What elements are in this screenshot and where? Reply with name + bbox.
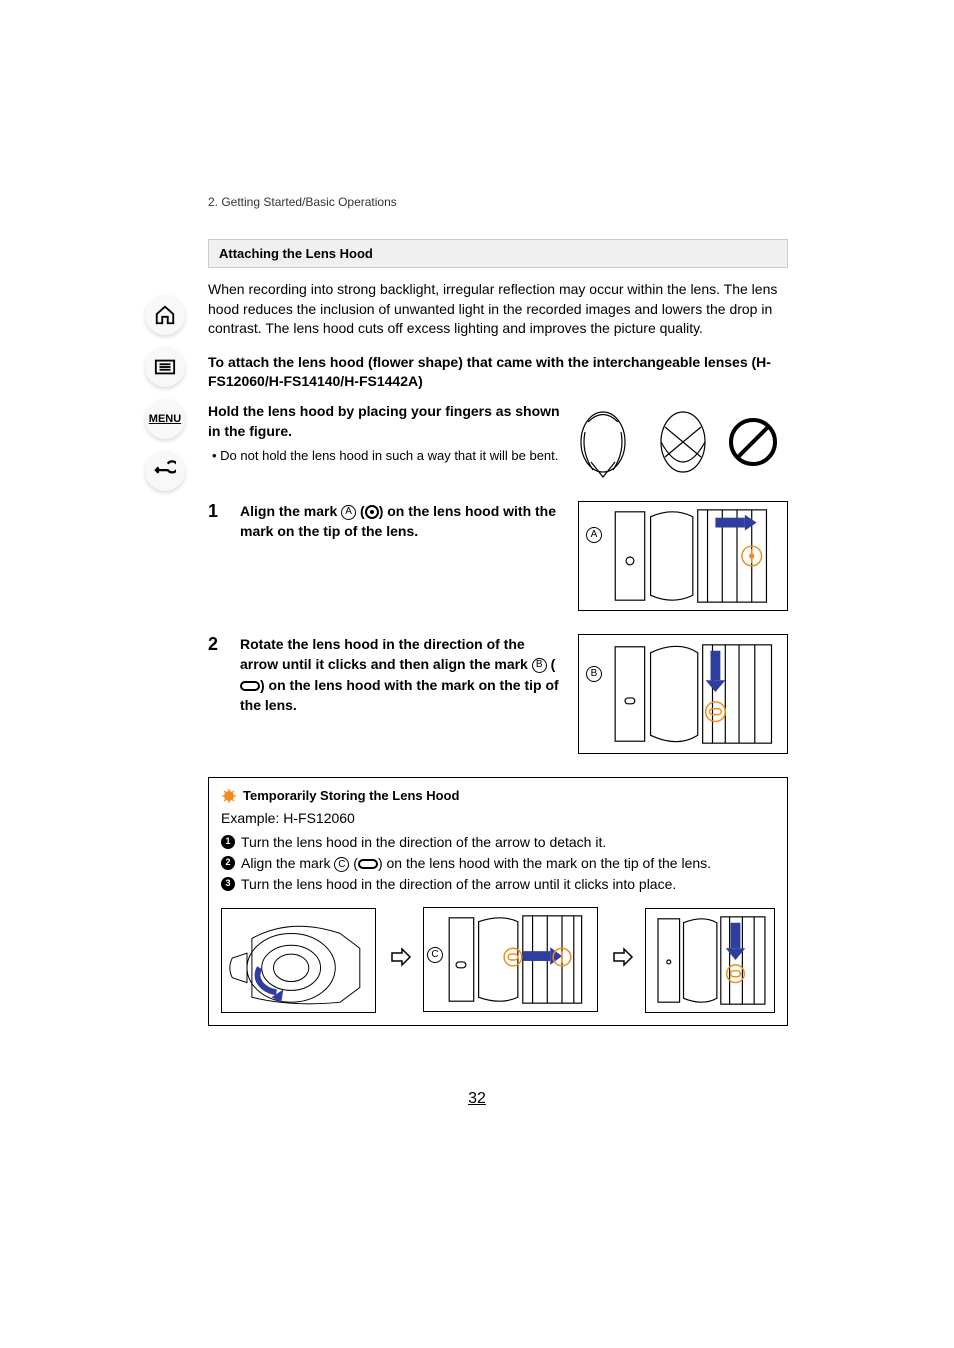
hold-row: Hold the lens hood by placing your finge… [208, 402, 788, 483]
step-number: 2 [208, 634, 226, 757]
storing-item-text: Turn the lens hood in the direction of t… [241, 874, 676, 895]
letter-marker-b: B [532, 658, 547, 673]
contents-icon[interactable] [145, 347, 185, 387]
hold-figure [573, 402, 788, 483]
storing-fig-1 [221, 908, 376, 1013]
step-text-mid: ( [547, 656, 556, 672]
storing-item-1: 1 Turn the lens hood in the direction of… [221, 832, 775, 853]
step-1: 1 Align the mark A () on the lens hood w… [208, 501, 788, 614]
page-number: 32 [0, 1090, 954, 1108]
figure-label-b: B [586, 666, 602, 682]
hold-text-block: Hold the lens hood by placing your finge… [208, 402, 563, 483]
storing-post: ) on the lens hood with the mark on the … [378, 855, 711, 871]
figure-label-a: A [586, 527, 602, 543]
num-bullet: 2 [221, 856, 235, 870]
sidebar: MENU [145, 295, 193, 491]
step-number: 1 [208, 501, 226, 614]
mark-pill-icon [240, 681, 260, 691]
storing-fig-2-wrap: C [423, 907, 598, 1015]
storing-title-text: Temporarily Storing the Lens Hood [243, 788, 459, 803]
storing-box: Temporarily Storing the Lens Hood Exampl… [208, 777, 788, 1026]
menu-label: MENU [149, 413, 181, 425]
mark-pill-icon [358, 859, 378, 869]
num-bullet: 3 [221, 877, 235, 891]
storing-title: Temporarily Storing the Lens Hood [221, 788, 775, 804]
hold-bullet-text: Do not hold the lens hood in such a way … [220, 448, 558, 463]
storing-item-text: Align the mark C ( ) on the lens hood wit… [241, 853, 711, 874]
arrow-icon [388, 945, 412, 976]
breadcrumb: 2. Getting Started/Basic Operations [208, 195, 788, 209]
storing-pre: Align the mark [241, 855, 334, 871]
step-text: Align the mark A () on the lens hood wit… [240, 501, 560, 614]
menu-icon[interactable]: MENU [145, 399, 185, 439]
step-text-mid: ( [356, 503, 365, 519]
storing-figures: C [221, 907, 775, 1015]
step-text-post: ) on the lens hood with the mark on the … [240, 677, 559, 713]
hold-paragraph: Hold the lens hood by placing your finge… [208, 402, 563, 441]
section-heading: Attaching the Lens Hood [208, 239, 788, 268]
mark-circle-icon [365, 505, 379, 519]
attach-paragraph: To attach the lens hood (flower shape) t… [208, 353, 788, 392]
letter-marker-c: C [334, 857, 349, 872]
hold-bullet: • Do not hold the lens hood in such a wa… [208, 447, 563, 465]
home-icon[interactable] [145, 295, 185, 335]
storing-item-3: 3 Turn the lens hood in the direction of… [221, 874, 775, 895]
step-figure: B [574, 634, 788, 757]
arrow-icon [610, 945, 634, 976]
step-2: 2 Rotate the lens hood in the direction … [208, 634, 788, 757]
storing-fig-3 [645, 908, 775, 1013]
intro-text: When recording into strong backlight, ir… [208, 280, 788, 339]
tip-icon [221, 788, 237, 804]
storing-mid: ( [349, 855, 358, 871]
step-text-pre: Rotate the lens hood in the direction of… [240, 636, 532, 672]
storing-item-text: Turn the lens hood in the direction of t… [241, 832, 606, 853]
back-icon[interactable] [145, 451, 185, 491]
step-text-pre: Align the mark [240, 503, 341, 519]
step-figure: A [574, 501, 788, 614]
page-content: 2. Getting Started/Basic Operations Atta… [208, 195, 788, 1026]
storing-fig-2 [423, 907, 598, 1012]
letter-marker-a: A [341, 505, 356, 520]
storing-example: Example: H-FS12060 [221, 810, 775, 826]
storing-item-2: 2 Align the mark C ( ) on the lens hood w… [221, 853, 775, 874]
num-bullet: 1 [221, 835, 235, 849]
step-text: Rotate the lens hood in the direction of… [240, 634, 560, 757]
figure-label-c: C [427, 947, 443, 963]
